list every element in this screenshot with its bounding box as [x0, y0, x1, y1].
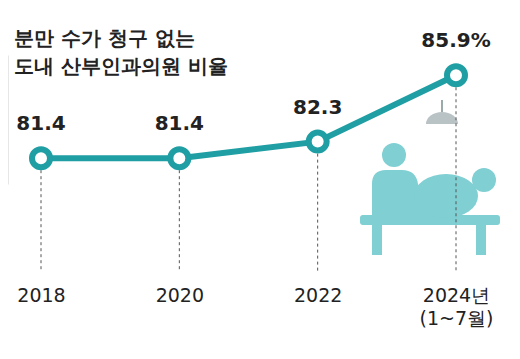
- drop-line: [456, 87, 457, 272]
- bed-leg: [372, 225, 382, 255]
- y-axis: [8, 56, 9, 185]
- x-tick: 2024년(1~7월): [420, 280, 494, 329]
- drop-line: [179, 170, 180, 272]
- x-tick-label: 2018: [17, 284, 65, 306]
- x-tick-label: 2024년(1~7월): [420, 284, 494, 329]
- title: 분만 수가 청구 없는도내 산부인과의원 비율: [14, 26, 228, 78]
- marker: [309, 133, 327, 151]
- illustration: [360, 100, 500, 255]
- line: [41, 75, 456, 158]
- x-tick: 2022: [294, 280, 342, 306]
- drop-lines: [41, 87, 456, 272]
- marker: [32, 149, 50, 167]
- data-label: 81.4: [155, 111, 204, 135]
- data-label: 82.3: [293, 95, 342, 119]
- x-tick-label: 2020: [156, 284, 204, 306]
- bed: [360, 215, 500, 225]
- x-tick: 2020: [156, 280, 204, 306]
- data-label: 81.4: [16, 111, 65, 135]
- drop-line: [41, 170, 42, 272]
- patient-head: [472, 168, 496, 192]
- x-tick: 2018: [17, 280, 65, 306]
- marker: [447, 66, 465, 84]
- drop-line: [317, 154, 318, 272]
- chart: 분만 수가 청구 없는도내 산부인과의원 비율 81.4 81.4 82.3 85.9%…: [0, 0, 520, 359]
- x-axis: 2018 2020 2022 2024년(1~7월): [17, 280, 493, 329]
- doctor-head: [382, 143, 406, 167]
- lamp-arm: [441, 100, 443, 112]
- patient-legs: [408, 198, 432, 216]
- plot-area: [32, 66, 465, 167]
- data-label: 85.9%: [421, 28, 490, 52]
- marker: [170, 149, 188, 167]
- bed-leg: [476, 225, 486, 255]
- x-tick-label: 2022: [294, 284, 342, 306]
- y-axis-line: [8, 56, 9, 185]
- lamp: [426, 112, 458, 124]
- x-axis-line: [42, 280, 457, 281]
